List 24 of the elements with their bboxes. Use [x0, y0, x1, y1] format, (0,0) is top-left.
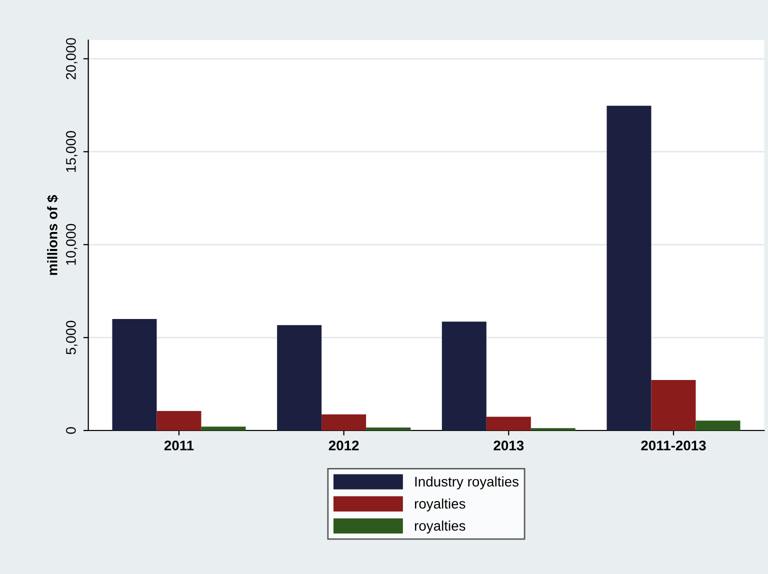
x-tick-label: 2011	[164, 440, 194, 450]
bar	[201, 426, 246, 430]
bar	[156, 410, 202, 430]
y-tick-label: 10,000	[66, 224, 78, 265]
x-tick-label: 2013	[494, 440, 524, 450]
y-tick-label: 15,000	[66, 131, 78, 172]
y-tick-label: 20,000	[66, 38, 78, 80]
bar	[606, 106, 652, 430]
x-tick-label: 2011-2013	[641, 440, 706, 450]
legend-label: royalties	[414, 498, 466, 512]
bar	[442, 322, 486, 430]
y-tick-label: 0	[66, 427, 76, 434]
legend-label: Industry royalties	[415, 476, 519, 490]
bar	[486, 416, 531, 430]
y-axis-title: millions of $	[46, 195, 58, 275]
bar	[112, 318, 157, 430]
bar	[696, 420, 740, 430]
bar	[651, 380, 696, 430]
y-tick-label: 5,000	[66, 320, 78, 354]
bar	[277, 325, 322, 430]
x-tick-label: 2012	[328, 440, 359, 450]
bar	[322, 414, 366, 430]
bar	[366, 428, 411, 430]
legend-label: royalties	[414, 520, 466, 534]
